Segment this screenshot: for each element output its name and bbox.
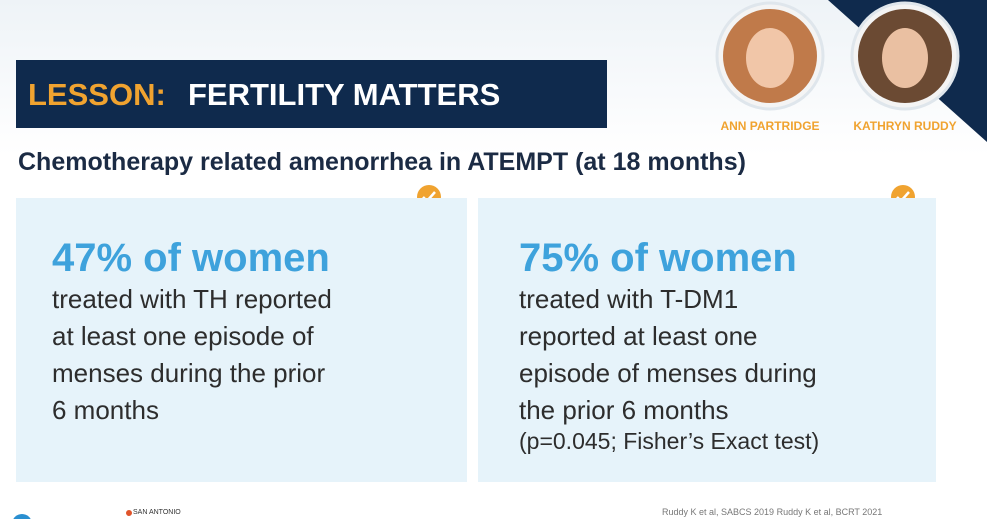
logo-mark <box>126 510 132 516</box>
speaker-name: ANN PARTRIDGE <box>720 119 820 133</box>
title-banner: LESSON: FERTILITY MATTERS <box>16 60 607 128</box>
logo-text: SAN ANTONIO <box>133 509 181 516</box>
card <box>16 198 467 482</box>
card <box>478 198 936 482</box>
card-line: reported at least one <box>519 321 758 351</box>
card-headline: 75% of women <box>519 236 797 280</box>
title-label: LESSON: <box>28 77 166 112</box>
card-line: 6 months <box>52 395 159 425</box>
photo-face <box>882 28 928 88</box>
card-note: (p=0.045; Fisher’s Exact test) <box>519 428 820 454</box>
speaker-name: KATHRYN RUDDY <box>853 119 957 133</box>
card-line: treated with T-DM1 <box>519 284 739 314</box>
subtitle: Chemotherapy related amenorrhea in ATEMP… <box>18 148 746 176</box>
card-line: menses during the prior <box>52 358 326 388</box>
card-line: the prior 6 months <box>519 395 729 425</box>
citation: Ruddy K et al, SABCS 2019 Ruddy K et al,… <box>662 507 883 517</box>
card-line: episode of menses during <box>519 358 817 388</box>
card-headline: 47% of women <box>52 236 330 280</box>
title: FERTILITY MATTERS <box>188 77 501 112</box>
card-line: treated with TH reported <box>52 284 332 314</box>
logo-mark <box>13 514 31 519</box>
photo-face <box>746 28 794 88</box>
card-line: at least one episode of <box>52 321 314 351</box>
